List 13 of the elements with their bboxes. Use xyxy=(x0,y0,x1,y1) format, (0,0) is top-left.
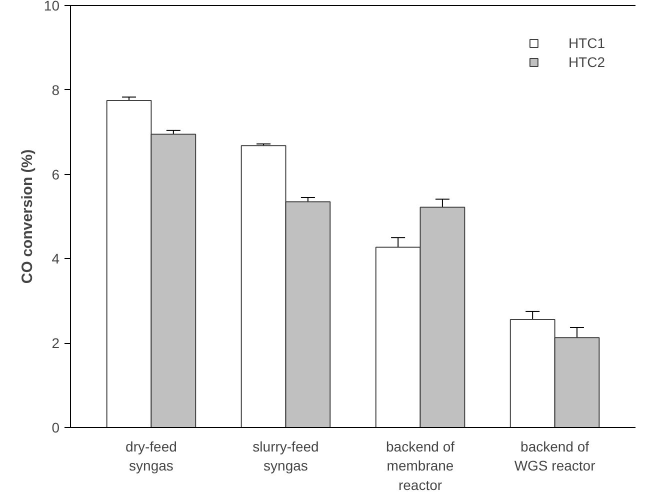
y-tick-label: 6 xyxy=(52,166,60,182)
y-tick-label: 8 xyxy=(52,82,60,98)
y-tick-label: 10 xyxy=(44,0,60,14)
y-tick-label: 2 xyxy=(52,335,60,352)
y-tick-label: 0 xyxy=(52,420,60,436)
legend-label: HTC1 xyxy=(568,35,605,51)
legend-label: HTC2 xyxy=(568,54,605,70)
y-axis-title: CO conversion (%) xyxy=(18,149,36,284)
x-tick-label: backend of WGS reactor xyxy=(514,438,596,474)
y-tick-label: 4 xyxy=(52,250,60,267)
x-tick-label: dry-feed syngas xyxy=(126,438,177,474)
x-tick-label: backend of membrane reactor xyxy=(386,438,455,493)
x-tick-label: slurry-feed syngas xyxy=(252,438,319,474)
